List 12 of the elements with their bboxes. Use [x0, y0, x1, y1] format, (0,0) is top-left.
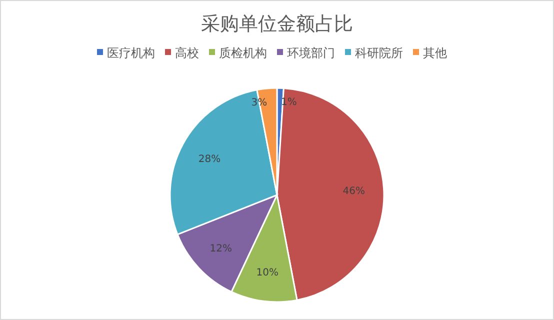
- legend-label: 高校: [175, 46, 199, 60]
- legend-label: 医疗机构: [107, 46, 155, 60]
- chart-title: 采购单位金额占比: [201, 13, 353, 35]
- data-label: 46%: [342, 186, 366, 198]
- legend-label: 科研院所: [355, 46, 403, 60]
- legend-label: 环境部门: [287, 46, 335, 60]
- data-label: 3%: [251, 97, 268, 108]
- data-label: 28%: [198, 154, 221, 165]
- data-label: 10%: [256, 267, 278, 278]
- data-label: 12%: [210, 244, 232, 255]
- legend-label: 质检机构: [219, 46, 267, 60]
- legend-label: 其他: [423, 46, 447, 60]
